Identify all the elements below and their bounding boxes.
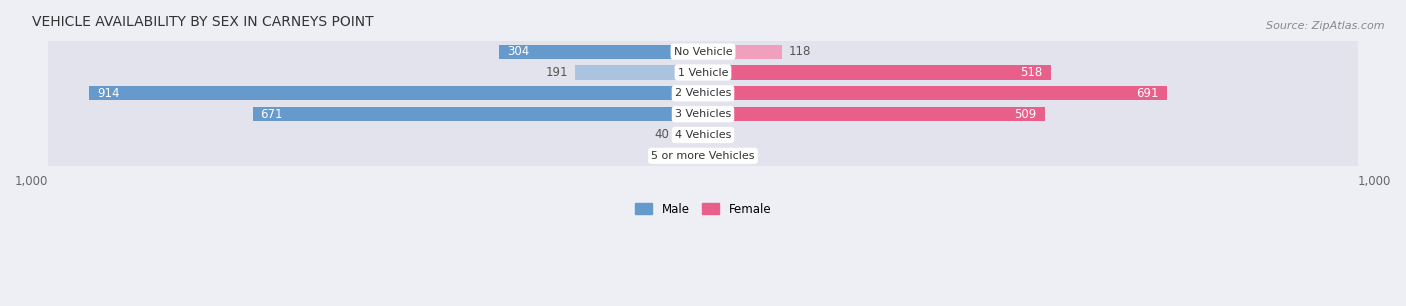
Text: 2 Vehicles: 2 Vehicles bbox=[675, 88, 731, 98]
Text: 914: 914 bbox=[97, 87, 120, 100]
Bar bbox=[673, 149, 703, 163]
Text: 3 Vehicles: 3 Vehicles bbox=[675, 109, 731, 119]
Text: VEHICLE AVAILABILITY BY SEX IN CARNEYS POINT: VEHICLE AVAILABILITY BY SEX IN CARNEYS P… bbox=[32, 15, 374, 29]
Text: 691: 691 bbox=[1136, 87, 1159, 100]
Text: 5 or more Vehicles: 5 or more Vehicles bbox=[651, 151, 755, 161]
Bar bbox=[48, 103, 1358, 125]
Bar bbox=[253, 107, 703, 121]
Bar bbox=[575, 65, 703, 80]
Text: 17: 17 bbox=[721, 129, 737, 141]
Text: 304: 304 bbox=[508, 45, 529, 58]
Bar bbox=[703, 107, 1045, 121]
Bar bbox=[48, 145, 1358, 166]
Bar bbox=[48, 41, 1358, 62]
Bar bbox=[499, 45, 703, 59]
Text: 43: 43 bbox=[652, 149, 668, 162]
Bar bbox=[48, 124, 1358, 146]
Bar bbox=[676, 128, 703, 142]
Text: 509: 509 bbox=[1014, 108, 1036, 121]
Text: Source: ZipAtlas.com: Source: ZipAtlas.com bbox=[1267, 21, 1385, 32]
Bar bbox=[703, 149, 734, 163]
Bar bbox=[703, 86, 1167, 100]
Text: No Vehicle: No Vehicle bbox=[673, 47, 733, 57]
Bar bbox=[703, 128, 714, 142]
Text: 1 Vehicle: 1 Vehicle bbox=[678, 68, 728, 77]
Bar bbox=[48, 62, 1358, 83]
Text: 46: 46 bbox=[741, 149, 755, 162]
Text: 118: 118 bbox=[789, 45, 811, 58]
Text: 671: 671 bbox=[260, 108, 283, 121]
Text: 40: 40 bbox=[655, 129, 669, 141]
Text: 191: 191 bbox=[546, 66, 568, 79]
Text: 4 Vehicles: 4 Vehicles bbox=[675, 130, 731, 140]
Bar bbox=[90, 86, 703, 100]
Bar bbox=[703, 45, 782, 59]
Bar bbox=[703, 65, 1050, 80]
Text: 518: 518 bbox=[1021, 66, 1043, 79]
Legend: Male, Female: Male, Female bbox=[630, 198, 776, 221]
Bar bbox=[48, 83, 1358, 104]
